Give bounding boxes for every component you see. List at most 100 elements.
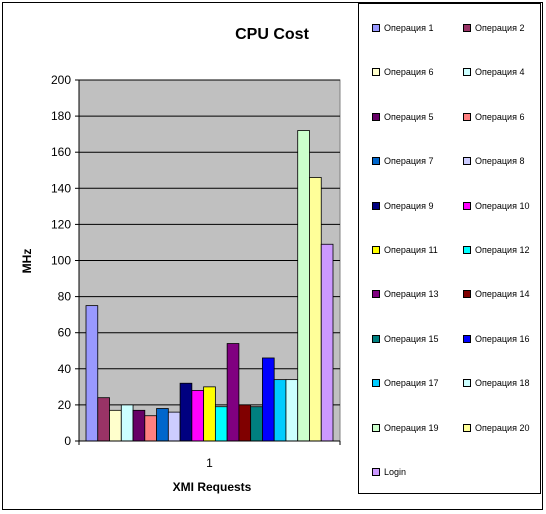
y-tick-label: 160 xyxy=(51,145,71,159)
legend-label: Операция 15 xyxy=(384,333,439,344)
legend-item: Операция 4 xyxy=(463,66,524,78)
legend-swatch xyxy=(372,68,380,77)
y-axis-title: MHz xyxy=(20,249,34,274)
bar-series-11 xyxy=(203,386,216,442)
legend-label: Операция 10 xyxy=(475,200,530,211)
chart-title: CPU Cost xyxy=(235,26,309,43)
y-tick-label: 80 xyxy=(58,290,72,304)
y-tick-label: 140 xyxy=(51,181,71,195)
bar-series-2 xyxy=(97,397,110,442)
bar-series-10 xyxy=(191,390,205,442)
bar-series-4 xyxy=(120,404,134,442)
bar-series-7 xyxy=(156,408,169,442)
legend-swatch xyxy=(463,246,471,254)
legend-swatch xyxy=(463,423,471,432)
legend-item: Операция 14 xyxy=(463,288,529,300)
y-tick-label: 180 xyxy=(51,109,71,123)
legend-item: Операция 13 xyxy=(372,288,438,300)
bar-series-15 xyxy=(250,406,263,442)
legend-item: Операция 18 xyxy=(463,377,529,389)
legend-swatch xyxy=(463,201,471,210)
legend-label: Операция 6 xyxy=(384,67,434,78)
legend-item: Операция 2 xyxy=(463,22,524,34)
legend-item: Операция 1 xyxy=(372,22,433,34)
legend-label: Операция 2 xyxy=(475,23,525,33)
y-tick-label: 0 xyxy=(64,434,71,448)
legend-label: Операция 11 xyxy=(384,245,438,255)
legend-swatch xyxy=(372,334,380,343)
legend-label: Операция 16 xyxy=(475,333,530,344)
y-tick-label: 60 xyxy=(58,326,72,340)
legend-swatch xyxy=(463,290,471,299)
y-tick-label: 200 xyxy=(51,73,71,87)
legend-swatch xyxy=(372,157,380,166)
axis-layer: 0 20 40 60 80 100 120 140 160 180 200 1 xyxy=(51,73,341,470)
legend-label: Операция 7 xyxy=(384,156,434,167)
legend-item: Операция 6 xyxy=(463,111,524,123)
legend-item: Операция 9 xyxy=(372,200,433,212)
legend-item: Операция 7 xyxy=(372,155,433,167)
bar-series-5 xyxy=(132,409,146,442)
legend-label: Операция 18 xyxy=(475,378,530,389)
bar-series-14 xyxy=(238,404,252,442)
bar-series-3 xyxy=(109,409,122,442)
y-tick-label: 40 xyxy=(58,362,72,376)
y-tick-label: 120 xyxy=(51,217,71,231)
legend-label: Операция 12 xyxy=(475,245,530,255)
legend-item: Операция 20 xyxy=(463,422,529,434)
legend-item: Операция 17 xyxy=(372,377,438,389)
bar-series-6 xyxy=(144,415,157,442)
legend-item: Login xyxy=(372,466,406,478)
legend-label: Операция 17 xyxy=(384,378,439,389)
legend-label: Операция 14 xyxy=(475,289,530,300)
legend-item: Операция 15 xyxy=(372,333,438,345)
legend-label: Операция 4 xyxy=(475,67,525,78)
x-tick-label: 1 xyxy=(206,456,213,470)
legend-item: Операция 10 xyxy=(463,200,529,212)
legend-label: Операция 19 xyxy=(384,422,439,433)
legend-swatch xyxy=(463,112,471,121)
bar-series-21 xyxy=(320,243,334,442)
legend-swatch xyxy=(372,246,380,254)
legend-swatch xyxy=(372,290,380,299)
bar-series-20 xyxy=(309,177,322,442)
legend-label: Login xyxy=(384,467,407,477)
legend-label: Операция 9 xyxy=(384,200,434,211)
bars-layer xyxy=(85,130,334,442)
y-tick-label: 20 xyxy=(58,398,72,412)
bar-series-13 xyxy=(226,343,240,442)
legend-label: Операция 5 xyxy=(384,111,434,122)
bar-series-1 xyxy=(85,305,99,442)
legend-swatch xyxy=(463,157,471,166)
legend-item: Операция 5 xyxy=(372,111,433,123)
legend-item: Операция 11 xyxy=(372,244,438,256)
legend-item: Операция 8 xyxy=(463,155,524,167)
legend-label: Операция 13 xyxy=(384,289,439,300)
bar-series-18 xyxy=(285,379,299,442)
legend-swatch xyxy=(372,112,380,121)
grid-layer xyxy=(79,79,340,406)
y-tick-label: 100 xyxy=(51,254,71,268)
bar-series-8 xyxy=(167,411,181,442)
legend-swatch xyxy=(463,68,471,77)
legend-label: Операция 6 xyxy=(475,111,525,122)
bar-series-9 xyxy=(179,382,193,442)
legend-swatch xyxy=(463,24,471,32)
bar-series-12 xyxy=(214,406,228,442)
legend-swatch xyxy=(463,379,471,388)
bar-series-19 xyxy=(297,130,310,442)
legend-swatch xyxy=(372,201,380,210)
legend-item: Операция 6 xyxy=(372,66,433,78)
legend-item: Операция 12 xyxy=(463,244,529,256)
legend-swatch xyxy=(372,24,380,32)
legend-swatch xyxy=(372,468,380,476)
legend-swatch xyxy=(463,334,471,343)
legend-label: Операция 1 xyxy=(384,23,434,33)
bar-series-16 xyxy=(262,357,275,442)
bar-series-17 xyxy=(273,379,287,442)
x-axis-title: XMI Requests xyxy=(173,480,252,494)
legend-swatch xyxy=(372,423,380,432)
legend-item: Операция 16 xyxy=(463,333,529,345)
legend-label: Операция 20 xyxy=(475,422,530,433)
